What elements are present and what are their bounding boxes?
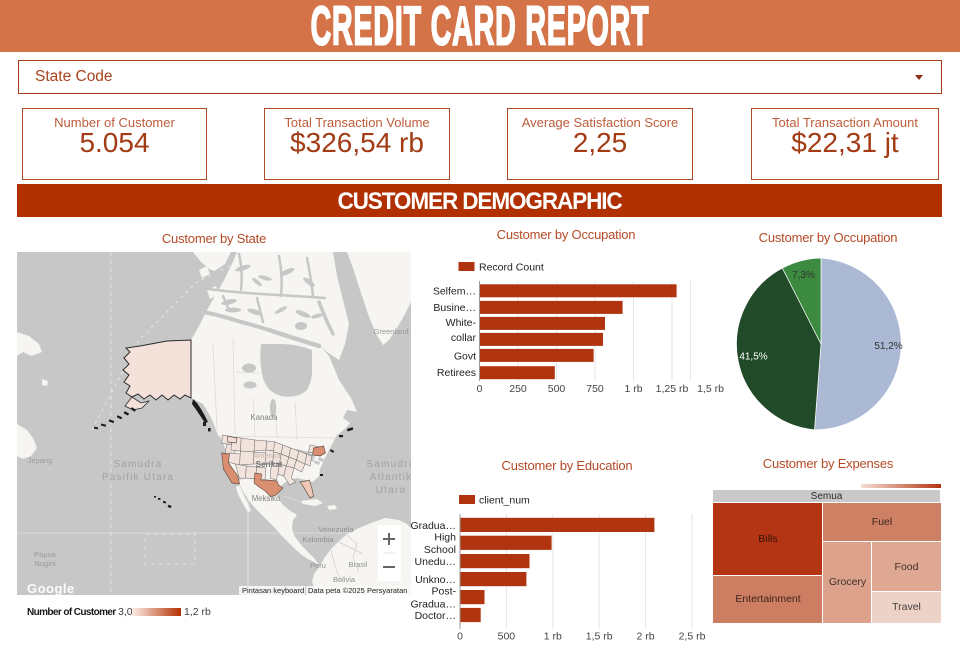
svg-text:Venezuela: Venezuela xyxy=(318,525,354,534)
svg-text:750: 750 xyxy=(586,383,604,395)
svg-text:1,5 rb: 1,5 rb xyxy=(697,383,724,395)
svg-text:Pasifik Utara: Pasifik Utara xyxy=(102,472,174,483)
svg-text:Samudra: Samudra xyxy=(114,459,163,470)
svg-text:Peru: Peru xyxy=(310,561,326,570)
svg-text:Unkno…: Unkno… xyxy=(415,574,456,586)
svg-text:1 rb: 1 rb xyxy=(624,383,642,395)
svg-text:Meksiko: Meksiko xyxy=(252,494,281,503)
svg-text:Gradua…: Gradua… xyxy=(410,599,456,611)
svg-text:51,2%: 51,2% xyxy=(874,341,902,352)
svg-text:Selfem…: Selfem… xyxy=(433,286,476,298)
svg-text:Papua: Papua xyxy=(34,550,57,559)
svg-text:Bolivia: Bolivia xyxy=(333,575,356,584)
svg-text:Amerika: Amerika xyxy=(253,451,281,460)
svg-text:Serikat: Serikat xyxy=(256,460,283,469)
svg-text:Govt: Govt xyxy=(454,351,476,363)
svg-text:Data peta ©2025: Data peta ©2025 xyxy=(308,586,365,595)
svg-text:250: 250 xyxy=(509,383,527,395)
svg-text:Nugini: Nugini xyxy=(34,559,56,568)
svg-text:High: High xyxy=(434,532,456,544)
svg-text:Retirees: Retirees xyxy=(437,367,476,379)
svg-text:Doctor…: Doctor… xyxy=(415,610,456,622)
svg-text:Brasil: Brasil xyxy=(349,560,368,569)
svg-text:Kanada: Kanada xyxy=(251,413,279,422)
svg-text:Kolombia: Kolombia xyxy=(302,535,334,544)
svg-text:Gradua…: Gradua… xyxy=(410,520,456,532)
svg-text:0: 0 xyxy=(457,631,463,643)
svg-text:Pintasan keyboard: Pintasan keyboard xyxy=(242,586,304,595)
svg-text:School: School xyxy=(424,544,456,556)
svg-text:500: 500 xyxy=(548,383,566,395)
svg-text:Record Count: Record Count xyxy=(479,262,544,274)
svg-text:White-: White- xyxy=(446,317,477,329)
svg-text:Greenland: Greenland xyxy=(373,327,408,336)
svg-text:1,25 rb: 1,25 rb xyxy=(656,383,689,395)
svg-text:client_num: client_num xyxy=(479,495,530,507)
svg-text:Persyaratan: Persyaratan xyxy=(367,586,407,595)
svg-text:Samudra: Samudra xyxy=(367,459,411,470)
svg-text:1 rb: 1 rb xyxy=(544,631,562,643)
svg-text:1,5 rb: 1,5 rb xyxy=(586,631,613,643)
svg-text:Busine…: Busine… xyxy=(433,302,476,314)
svg-text:0: 0 xyxy=(477,383,483,395)
svg-text:collar: collar xyxy=(451,332,477,344)
svg-text:500: 500 xyxy=(498,631,516,643)
svg-text:Jepang: Jepang xyxy=(28,456,53,465)
svg-text:7,3%: 7,3% xyxy=(792,270,815,281)
svg-text:Unedu…: Unedu… xyxy=(415,556,456,568)
svg-text:Post-: Post- xyxy=(431,586,456,598)
svg-text:41,5%: 41,5% xyxy=(739,352,767,363)
svg-text:2,5 rb: 2,5 rb xyxy=(679,631,706,643)
svg-text:Utara: Utara xyxy=(376,485,406,496)
svg-text:Google: Google xyxy=(27,581,75,595)
svg-text:Atlantik: Atlantik xyxy=(370,472,411,483)
svg-text:2 rb: 2 rb xyxy=(637,631,655,643)
